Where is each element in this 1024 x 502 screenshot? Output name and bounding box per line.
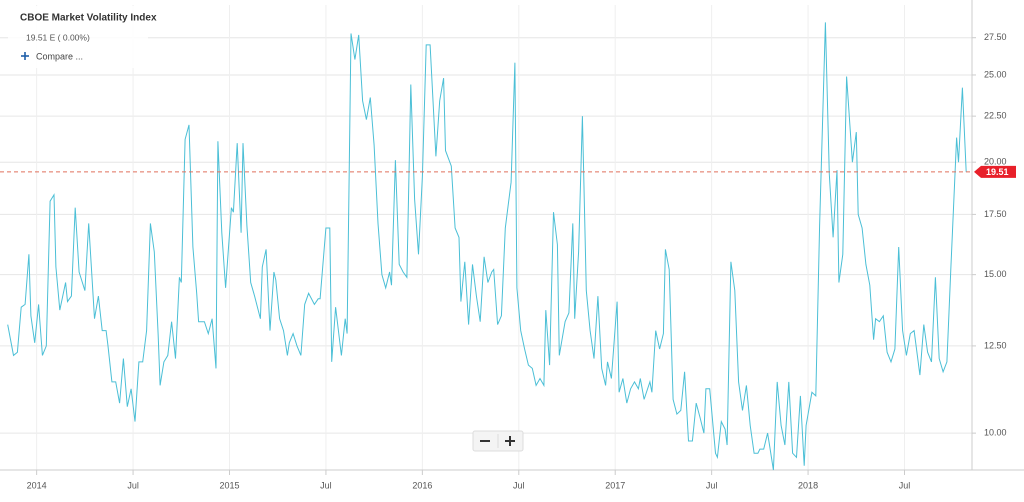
last-price-marker (974, 165, 1016, 178)
y-tick-label: 12.50 (984, 340, 1007, 350)
y-tick-label: 10.00 (984, 428, 1007, 438)
chart-title: CBOE Market Volatility Index (20, 13, 157, 24)
y-tick-label: 17.50 (984, 209, 1007, 219)
x-tick-label: Jul (899, 480, 911, 490)
y-tick-label: 27.50 (984, 32, 1007, 42)
y-tick-label: 22.50 (984, 111, 1007, 121)
y-tick-label: 15.00 (984, 269, 1007, 279)
grid (0, 0, 1024, 475)
compare-icon[interactable] (21, 52, 29, 60)
series-line (7, 22, 967, 471)
x-tick-label: Jul (127, 480, 139, 490)
subtitle: 19.51 E ( 0.00%) (26, 32, 90, 42)
x-tick-label: 2014 (27, 480, 47, 490)
zoom-in[interactable] (505, 436, 515, 446)
x-tick-label: 2017 (605, 480, 625, 490)
y-tick-label: 25.00 (984, 69, 1007, 79)
zoom-controls (472, 430, 524, 452)
last-price-label: 19.51 (986, 167, 1009, 177)
compare-button[interactable]: Compare ... (36, 51, 83, 61)
header-panel (8, 6, 148, 68)
x-tick-label: Jul (320, 480, 332, 490)
y-tick-label: 20.00 (984, 157, 1007, 167)
x-tick-label: Jul (513, 480, 525, 490)
x-tick-label: 2018 (798, 480, 818, 490)
x-tick-label: 2015 (219, 480, 239, 490)
x-tick-label: 2016 (412, 480, 432, 490)
x-tick-label: Jul (706, 480, 718, 490)
plot (0, 22, 972, 471)
